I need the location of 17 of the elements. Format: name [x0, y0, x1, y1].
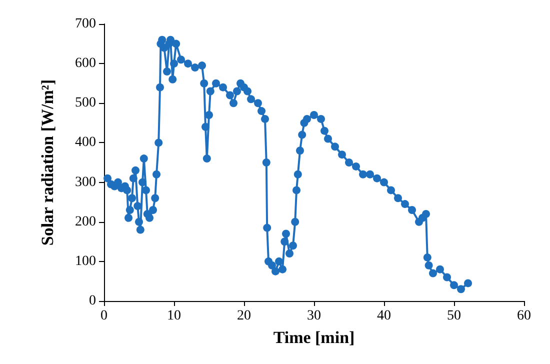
y-tick-label: 500: [75, 96, 96, 111]
y-tick-label: 700: [75, 16, 96, 32]
y-tick-label: 300: [75, 174, 96, 190]
y-tick-label: 600: [75, 56, 96, 72]
x-tick-label: 30: [307, 308, 321, 324]
y-tick-label: 100: [75, 254, 96, 269]
x-tick-label: 20: [237, 308, 251, 324]
x-tick-label: 50: [447, 308, 461, 324]
x-tick-label: 10: [167, 308, 181, 324]
y-tick-label: 0: [89, 294, 96, 308]
x-tick-label: 40: [377, 308, 391, 324]
y-tick-label: 200: [75, 214, 96, 230]
x-axis-title: Time [min]: [273, 328, 355, 347]
y-tick-label: 400: [75, 135, 96, 150]
x-tick-label: 0: [100, 308, 108, 324]
x-tick-label: 60: [517, 308, 531, 324]
y-axis-title: Solar radiation [W/m²]: [38, 79, 57, 246]
